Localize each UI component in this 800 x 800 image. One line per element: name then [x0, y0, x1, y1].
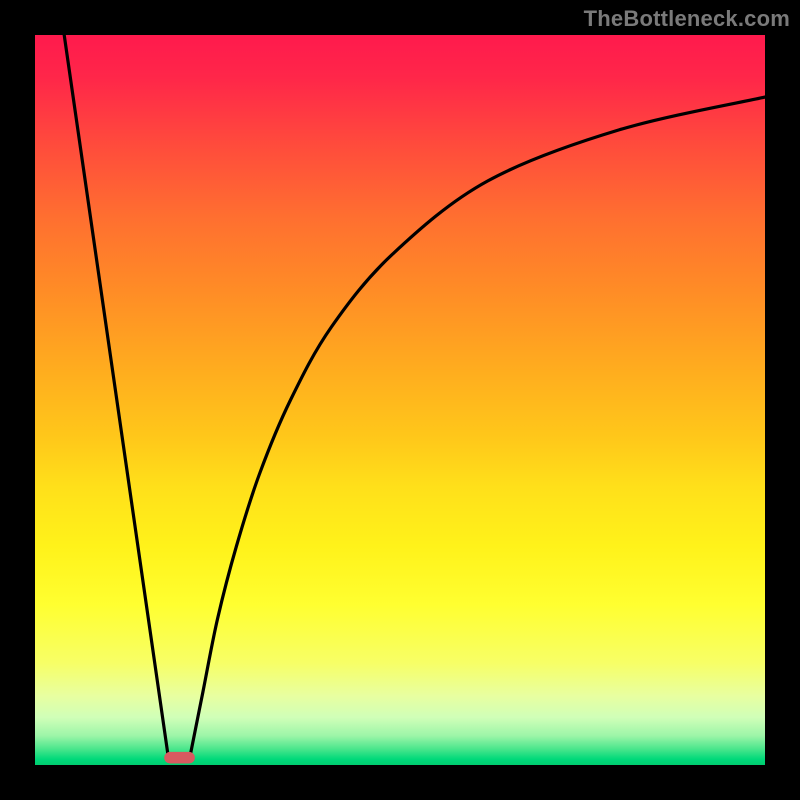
chart-container: TheBottleneck.com [0, 0, 800, 800]
bottleneck-chart [0, 0, 800, 800]
watermark-text: TheBottleneck.com [584, 6, 790, 32]
chart-gradient-background [35, 35, 765, 765]
optimal-marker [164, 752, 195, 764]
